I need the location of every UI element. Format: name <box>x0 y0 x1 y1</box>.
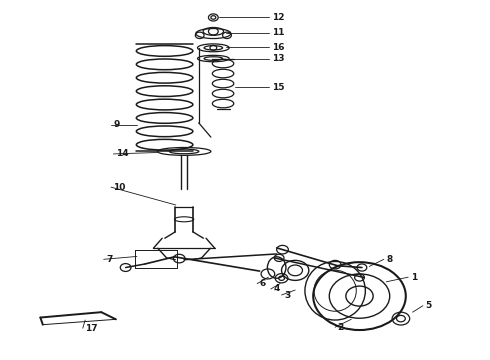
Text: 17: 17 <box>85 324 98 333</box>
Text: 3: 3 <box>284 291 290 300</box>
Text: 2: 2 <box>338 323 344 332</box>
Text: 6: 6 <box>260 279 266 288</box>
Text: 14: 14 <box>116 149 128 158</box>
Text: 13: 13 <box>272 54 284 63</box>
Text: 10: 10 <box>114 183 126 192</box>
Text: 11: 11 <box>272 28 284 37</box>
Text: 9: 9 <box>114 120 120 129</box>
Text: 15: 15 <box>272 83 284 92</box>
Text: 7: 7 <box>106 255 113 264</box>
Text: 5: 5 <box>425 301 432 310</box>
Text: 8: 8 <box>386 255 392 264</box>
Text: 12: 12 <box>272 13 284 22</box>
Text: 1: 1 <box>411 273 417 282</box>
Text: 16: 16 <box>272 43 284 52</box>
Text: 4: 4 <box>273 284 280 293</box>
